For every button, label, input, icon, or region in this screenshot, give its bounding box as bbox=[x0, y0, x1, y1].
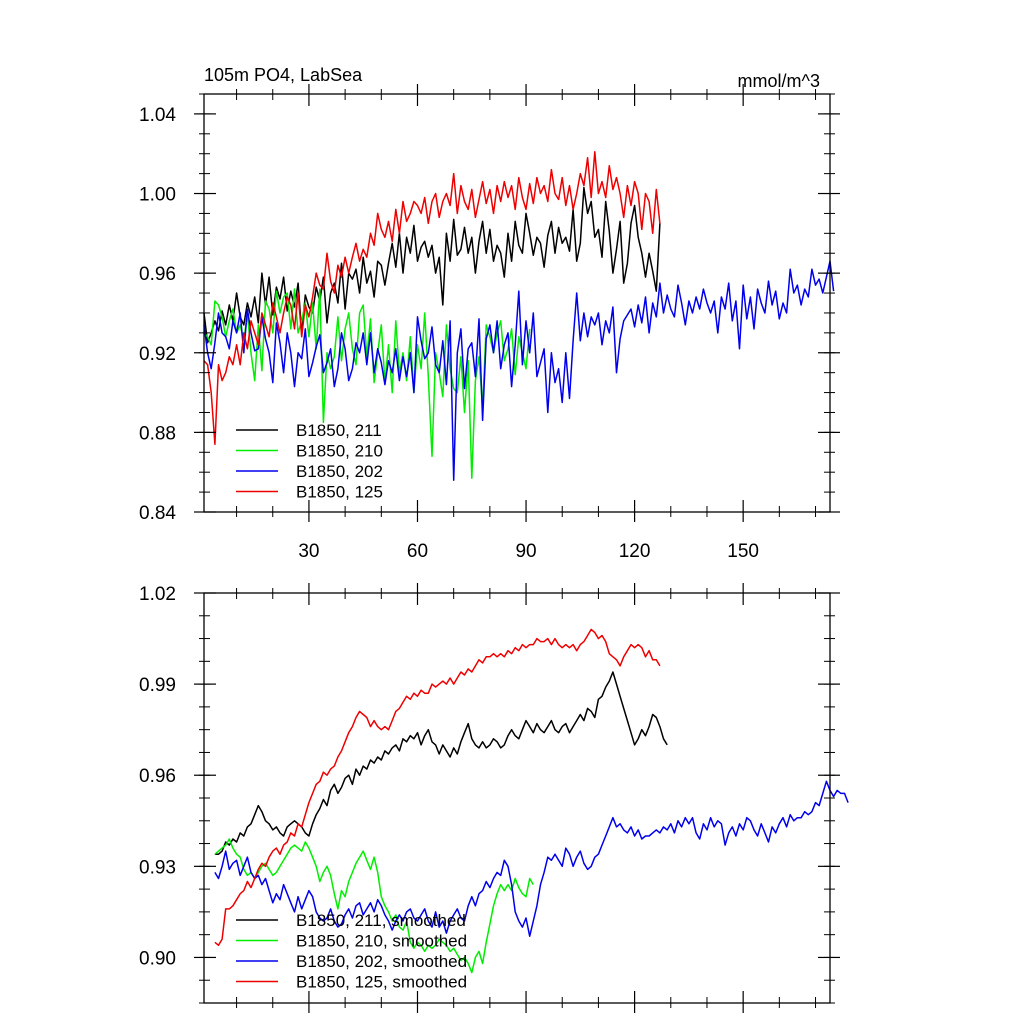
series-line-2 bbox=[203, 288, 531, 479]
legend-label: B1850, 202 bbox=[296, 462, 383, 481]
y-tick-label: 0.96 bbox=[139, 766, 176, 787]
x-tick-label: 120 bbox=[619, 541, 651, 562]
bottom-legend: B1850, 211, smoothed B1850, 210, smoothed… bbox=[236, 911, 467, 992]
x-tick-label: 30 bbox=[298, 541, 319, 562]
legend-label: B1850, 125 bbox=[296, 483, 383, 502]
y-tick-label: 0.93 bbox=[139, 857, 176, 878]
bottom-panel: 0.90 0.93 0.96 0.99 1.02 B1850, 211, smoothe… bbox=[139, 583, 849, 1013]
series-line-1 bbox=[214, 671, 668, 855]
top-panel-title: 105m PO4, LabSea bbox=[204, 65, 363, 85]
top-plot-frame bbox=[203, 93, 831, 513]
legend-label: B1850, 210, smoothed bbox=[296, 932, 467, 951]
y-tick-label: 0.96 bbox=[139, 264, 176, 285]
series-line-4 bbox=[214, 628, 661, 947]
top-panel-units: mmol/m^3 bbox=[738, 71, 820, 91]
y-tick-label: 1.02 bbox=[139, 584, 176, 605]
y-tick-label: 1.00 bbox=[139, 185, 176, 206]
top-panel: 105m PO4, LabSea mmol/m^3 0.84 0.88 0.92 0.… bbox=[139, 65, 840, 562]
series-line-3 bbox=[203, 260, 835, 481]
legend-label: B1850, 202, smoothed bbox=[296, 952, 467, 971]
y-tick-label: 0.90 bbox=[139, 948, 176, 969]
legend-label: B1850, 211 bbox=[296, 421, 382, 440]
x-tick-label: 150 bbox=[727, 541, 759, 562]
series-line-1 bbox=[203, 186, 661, 344]
y-tick-label: 0.84 bbox=[139, 503, 176, 524]
series-line-4 bbox=[203, 150, 661, 446]
legend-label: B1850, 211, smoothed bbox=[296, 911, 466, 930]
legend-label: B1850, 210 bbox=[296, 442, 383, 461]
legend-label: B1850, 125, smoothed bbox=[296, 973, 467, 992]
series-line-3 bbox=[214, 780, 849, 937]
x-tick-label: 90 bbox=[515, 541, 536, 562]
y-tick-label: 0.88 bbox=[139, 423, 176, 444]
y-tick-label: 0.92 bbox=[139, 344, 176, 365]
y-tick-label: 1.04 bbox=[139, 105, 176, 126]
y-tick-label: 0.99 bbox=[139, 675, 176, 696]
series-line-2 bbox=[214, 838, 534, 974]
x-tick-label: 60 bbox=[407, 541, 428, 562]
